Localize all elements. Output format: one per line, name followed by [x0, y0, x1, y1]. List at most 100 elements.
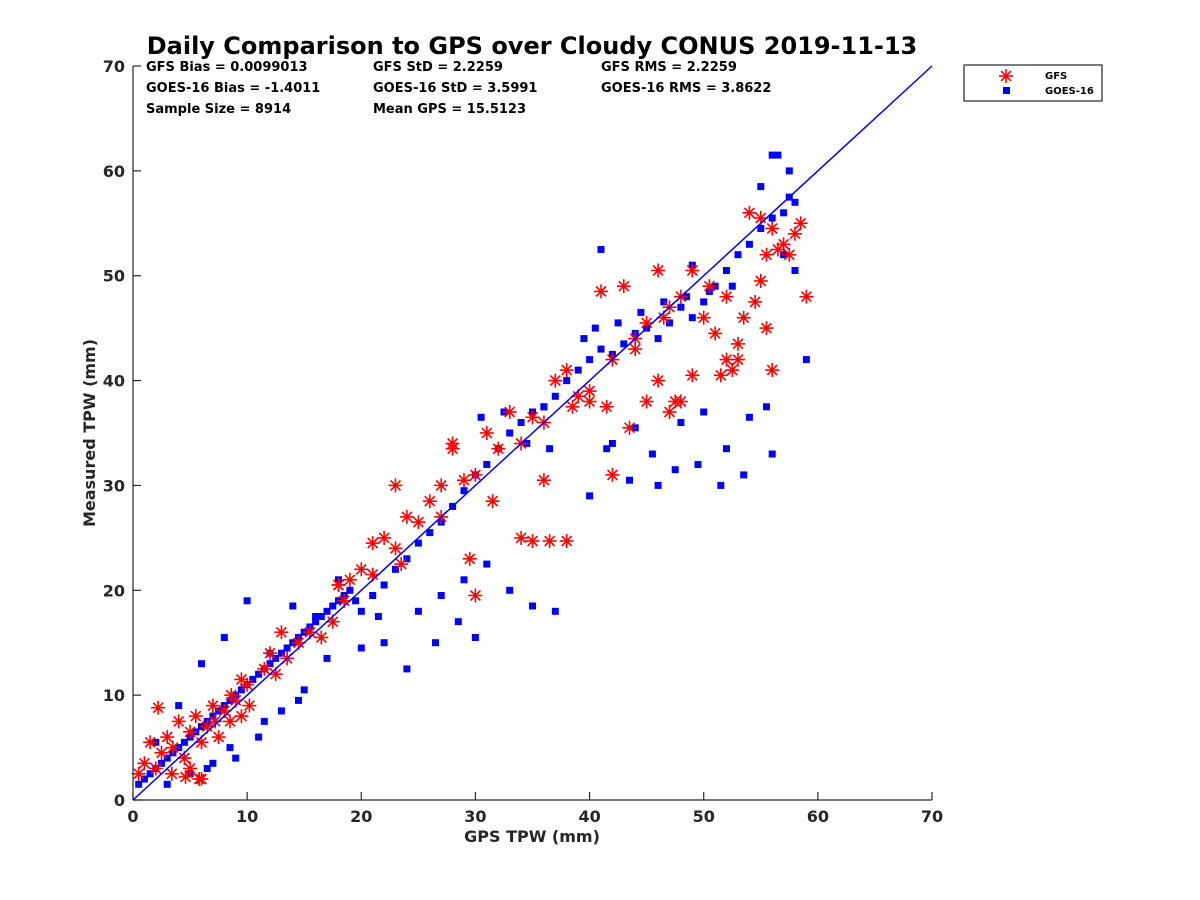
gfs-rms-stat: GFS RMS = 2.2259	[601, 60, 737, 75]
legend: GFS GOES-16	[963, 64, 1103, 102]
gfs-point	[719, 289, 734, 304]
gfs-point	[411, 515, 426, 530]
gfs-point	[799, 289, 814, 304]
goes-16-point	[757, 225, 765, 232]
goes-16-point	[688, 314, 696, 322]
goes-bias-stat: GOES-16 Bias = -1.4011	[146, 81, 320, 96]
x-axis-label: GPS TPW (mm)	[464, 827, 600, 846]
goes-16-point	[728, 282, 736, 290]
gfs-point	[399, 509, 414, 524]
gfs-point	[491, 441, 506, 456]
goes-16-point	[529, 602, 536, 610]
gfs-point	[151, 700, 166, 715]
gfs-point	[628, 342, 643, 357]
legend-goes-marker	[1003, 87, 1010, 94]
goes-16-point	[403, 665, 411, 673]
goes-16-point	[768, 450, 776, 458]
gfs-point	[702, 279, 717, 294]
goes-16-point	[546, 445, 554, 453]
x-tick-label: 40	[578, 807, 600, 826]
goes-16-point	[403, 555, 411, 563]
goes-16-point	[471, 634, 479, 641]
gfs-point	[445, 436, 460, 451]
goes-16-point	[426, 529, 434, 537]
gfs-point	[713, 368, 728, 383]
goes-16-point	[666, 319, 673, 327]
gfs-point	[394, 557, 409, 572]
goes-16-point	[300, 686, 308, 694]
gfs-point	[257, 661, 272, 676]
gfs-point	[525, 534, 540, 548]
goes-16-point	[255, 670, 263, 678]
y-tick-label: 40	[103, 372, 125, 391]
gfs-point	[457, 473, 471, 488]
goes-16-point	[671, 466, 679, 474]
gfs-point	[719, 352, 734, 367]
goes-16-point	[700, 408, 708, 416]
goes-16-point	[255, 733, 263, 741]
gfs-point	[208, 714, 223, 729]
goes-16-point	[763, 403, 770, 411]
goes-16-point	[780, 209, 788, 217]
goes-16-point	[620, 340, 628, 348]
gfs-point	[759, 247, 774, 262]
gfs-point	[171, 714, 186, 729]
gfs-point	[559, 534, 574, 548]
gfs-point	[782, 247, 797, 262]
x-tick-label: 30	[464, 807, 486, 826]
gfs-point	[143, 735, 158, 750]
goes-16-point	[277, 649, 285, 657]
chart-title: Daily Comparison to GPS over Cloudy CONU…	[147, 32, 918, 60]
goes-16-point	[654, 335, 662, 343]
goes-16-point	[209, 712, 217, 720]
gfs-point	[434, 478, 449, 493]
goes-16-point	[694, 461, 702, 468]
goes-16-point	[723, 445, 730, 453]
gfs-point	[331, 578, 346, 592]
gfs-point	[377, 530, 392, 545]
y-tick-label: 0	[114, 791, 125, 810]
goes-16-point	[580, 335, 588, 343]
gfs-point	[224, 688, 239, 703]
goes-16-point	[369, 592, 377, 599]
gfs-point	[536, 473, 551, 488]
goes-16-point	[626, 476, 633, 484]
goes-16-point	[283, 644, 291, 652]
goes-16-point	[357, 644, 365, 652]
gfs-point	[622, 420, 637, 435]
gfs-point	[662, 405, 677, 419]
gfs-point	[685, 368, 700, 383]
goes-16-point	[220, 634, 228, 641]
goes-16-point	[329, 602, 337, 610]
gfs-point	[148, 761, 163, 776]
goes-16-point	[603, 445, 611, 453]
gfs-point	[685, 263, 700, 278]
legend-gfs-marker	[999, 69, 1013, 83]
goes-16-point	[146, 770, 154, 778]
gfs-point	[468, 467, 483, 482]
gfs-point	[462, 551, 477, 566]
goes-16-point	[586, 356, 594, 364]
goes-16-point	[414, 607, 422, 615]
y-tick-label: 70	[103, 57, 125, 76]
goes-16-point	[312, 613, 320, 620]
goes-16-point	[180, 738, 188, 746]
gfs-point	[234, 672, 249, 687]
goes-16-point	[380, 639, 388, 647]
goes-16-point	[226, 744, 234, 752]
goes-16-point	[380, 581, 388, 589]
gfs-point	[599, 399, 614, 414]
goes-16-point	[648, 450, 656, 458]
gfs-point	[736, 310, 751, 325]
legend-box	[963, 64, 1103, 102]
gfs-bias-stat: GFS Bias = 0.0099013	[146, 60, 308, 75]
goes-16-point	[506, 586, 514, 594]
x-tick-label: 60	[807, 807, 829, 826]
gfs-point	[164, 766, 179, 781]
gfs-point	[205, 698, 220, 713]
goes-16-point	[460, 576, 468, 584]
gfs-point	[422, 494, 437, 509]
goes-16-point	[734, 251, 742, 259]
gfs-point	[765, 221, 780, 236]
gfs-point	[765, 363, 780, 378]
